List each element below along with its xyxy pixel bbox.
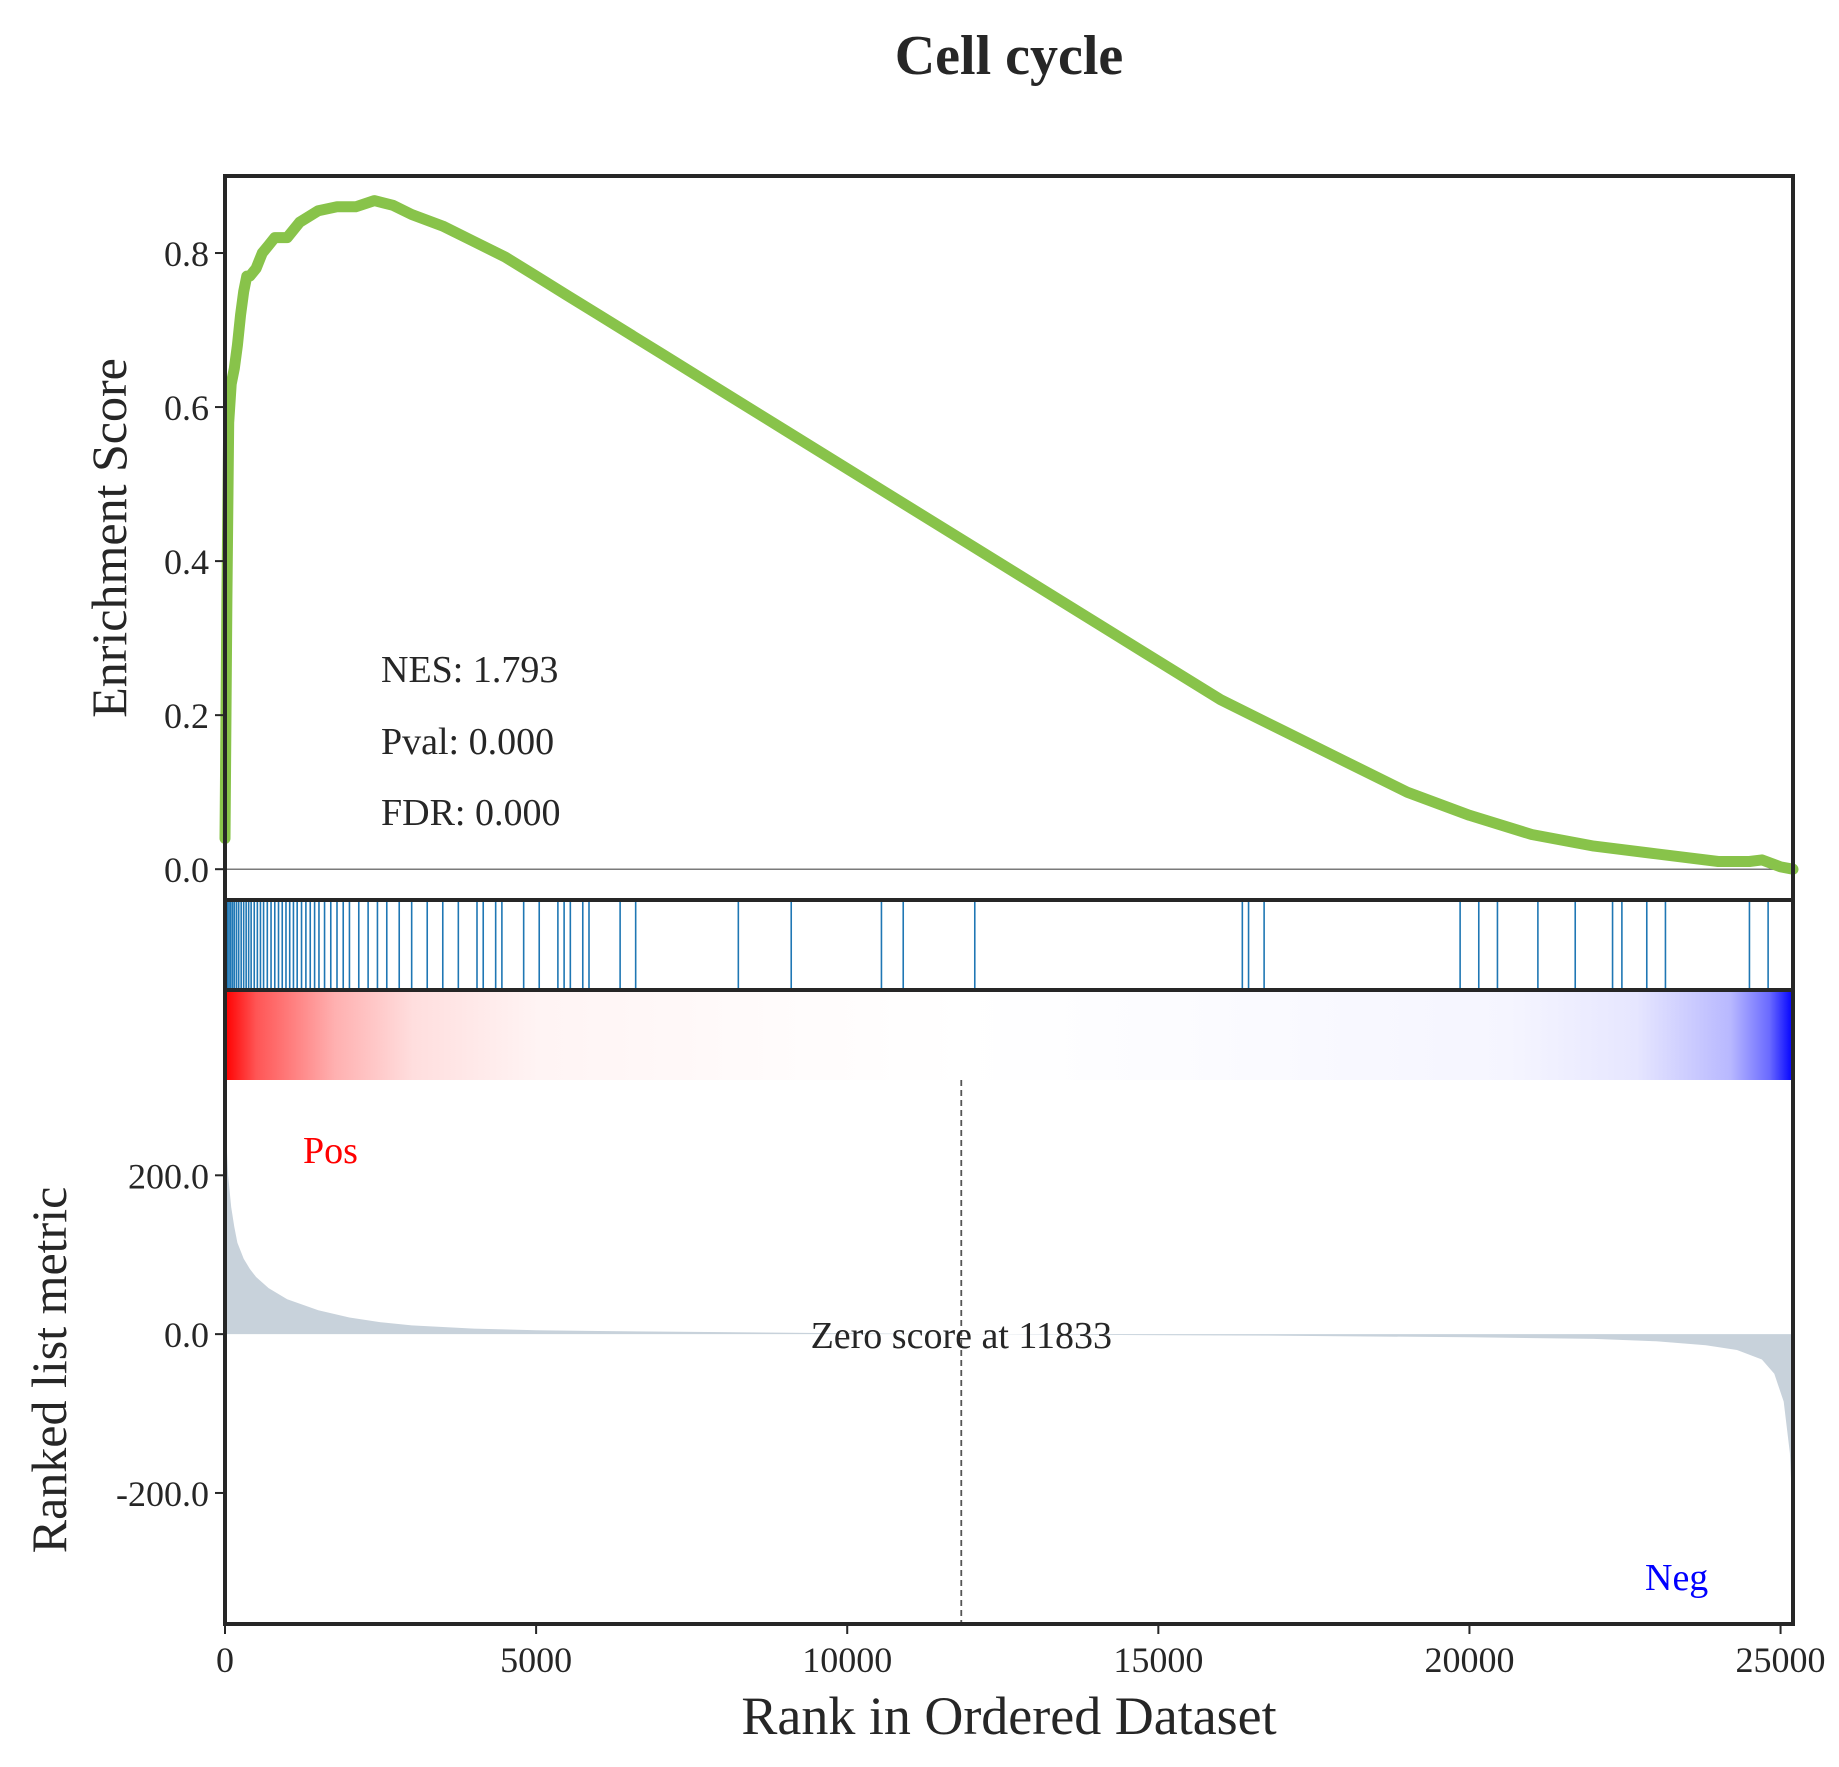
hits-frame [223,898,1795,992]
metric-y-ticks: 200.0 0.0 -200.0 [116,1156,225,1514]
pval-annotation: Pval: 0.000 [381,721,554,763]
metric-y-tick-label: 200.0 [128,1156,209,1196]
x-ticks: 0 5000 10000 15000 20000 25000 [216,1624,1826,1680]
enrichment-panel: 0.0 0.2 0.4 0.6 0.8 Enrichment Score NES: 1.… [81,174,1799,902]
metric-y-tick-label: 0.0 [164,1315,209,1355]
es-y-tick-label: 0.6 [164,388,209,428]
x-tick-label: 10000 [802,1640,892,1680]
chart-title: Cell cycle [895,25,1124,87]
enrichment-score-line [219,195,1799,875]
rank-colorbar [225,990,1793,1080]
x-tick-label: 15000 [1113,1640,1203,1680]
es-y-axis-label: Enrichment Score [81,358,137,718]
rank-gradient [225,990,1793,1080]
es-y-ticks: 0.0 0.2 0.4 0.6 0.8 [164,234,225,890]
ranked-metric-panel: Zero score at 11833 Pos Neg 200.0 0.0 -200… [21,988,1795,1626]
x-tick-label: 25000 [1736,1640,1826,1680]
x-tick-label: 5000 [500,1640,572,1680]
es-y-tick-label: 0.4 [164,542,209,582]
gene-hit-lines [225,900,1769,990]
x-tick-label: 0 [216,1640,234,1680]
hits-panel [223,898,1795,992]
es-y-tick-label: 0.0 [164,850,209,890]
ranked-metric-area [225,1099,1793,1525]
metric-y-axis-label: Ranked list metric [21,1187,77,1554]
nes-annotation: NES: 1.793 [381,649,558,691]
es-y-tick-label: 0.8 [164,234,209,274]
pos-label: Pos [303,1130,358,1172]
zero-score-label: Zero score at 11833 [811,1315,1112,1357]
metric-y-tick-label: -200.0 [116,1474,209,1514]
neg-label: Neg [1645,1557,1708,1599]
x-axis-label: Rank in Ordered Dataset [741,1686,1276,1746]
ranked-metric-frame [223,988,1795,1626]
x-tick-label: 20000 [1424,1640,1514,1680]
fdr-annotation: FDR: 0.000 [381,792,560,834]
es-y-tick-label: 0.2 [164,696,209,736]
